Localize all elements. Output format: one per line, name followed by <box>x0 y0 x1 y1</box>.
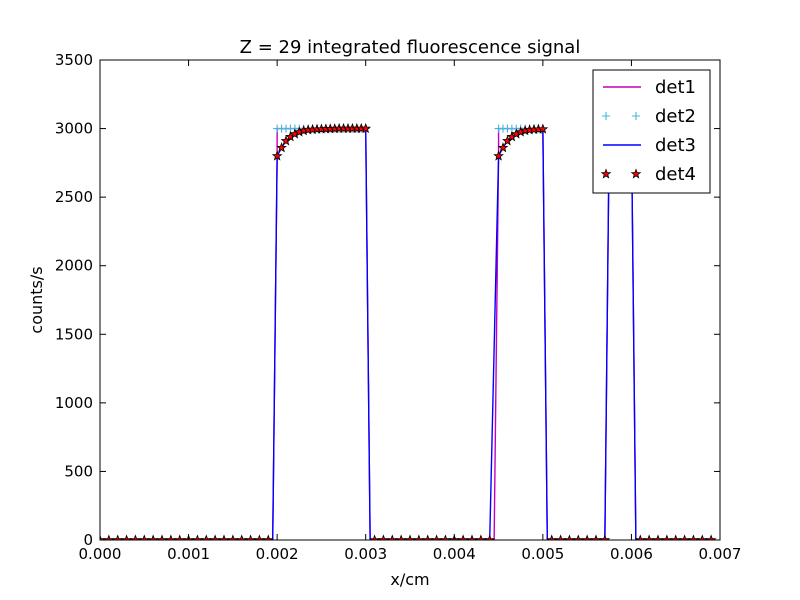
y-tick-label: 2500 <box>55 188 93 206</box>
data-point-det4 <box>431 534 442 540</box>
data-point-det4 <box>103 534 115 540</box>
data-point-det4 <box>236 534 248 540</box>
data-point-det4 <box>276 142 287 153</box>
x-tick-label: 0.000 <box>79 545 122 563</box>
data-point-det4 <box>121 534 132 540</box>
legend-item-det4: det4 <box>600 164 696 185</box>
legend-swatch-det4 <box>600 168 612 179</box>
data-point-det4 <box>218 534 230 540</box>
y-tick-label: 2000 <box>55 257 93 275</box>
x-axis-title: x/cm <box>390 570 429 589</box>
data-point-det4 <box>200 534 212 540</box>
data-point-det4 <box>679 534 690 540</box>
data-point-det4 <box>413 534 425 540</box>
plot-area <box>100 122 717 540</box>
data-point-det4 <box>369 534 380 540</box>
data-point-det4 <box>360 122 372 134</box>
data-point-det4 <box>156 534 168 540</box>
data-point-det4 <box>537 123 549 134</box>
data-point-det4 <box>100 534 106 540</box>
data-point-det4 <box>475 534 487 540</box>
data-point-det4 <box>497 142 509 153</box>
data-point-det4 <box>493 150 504 161</box>
data-point-det4 <box>670 534 682 540</box>
data-point-det4 <box>652 534 664 540</box>
data-point-det4 <box>245 534 256 540</box>
series-det4 <box>100 122 717 540</box>
legend-item-det3: det3 <box>603 135 696 156</box>
data-point-det4 <box>404 534 416 540</box>
x-tick-label: 0.005 <box>521 545 564 563</box>
legend-label-det4: det4 <box>655 164 696 185</box>
chart-title: Z = 29 integrated fluorescence signal <box>240 37 581 58</box>
data-point-det4 <box>555 534 566 540</box>
data-point-det4 <box>227 534 239 540</box>
data-point-det4 <box>395 534 407 540</box>
legend-swatch-det2 <box>602 112 610 120</box>
data-point-det4 <box>590 534 602 540</box>
y-tick-label: 3000 <box>55 120 93 138</box>
x-tick-label: 0.006 <box>610 545 653 563</box>
data-point-det4 <box>599 534 611 540</box>
y-tick-label: 500 <box>64 462 93 480</box>
legend-item-det1: det1 <box>603 77 696 98</box>
data-point-det4 <box>138 534 150 540</box>
x-tick-label: 0.001 <box>167 545 210 563</box>
data-point-det4 <box>564 534 575 540</box>
data-point-det4 <box>440 534 451 540</box>
data-point-det4 <box>643 534 655 540</box>
legend-label-det2: det2 <box>655 106 696 127</box>
plot-frame <box>99 59 721 541</box>
legend-label-det1: det1 <box>655 77 696 98</box>
legend-label-det3: det3 <box>655 135 696 156</box>
legend: det1 det2 det3 det4 <box>592 69 711 194</box>
data-point-det4 <box>165 534 177 540</box>
data-point-det4 <box>696 534 708 540</box>
data-point-det4 <box>130 534 141 540</box>
legend-swatch-det2 <box>632 112 640 120</box>
data-point-det4 <box>174 534 186 540</box>
data-point-det4 <box>688 534 699 540</box>
data-point-det4 <box>572 534 584 540</box>
data-point-det4 <box>147 534 159 540</box>
y-tick-label: 0 <box>83 531 93 549</box>
y-tick-label: 1500 <box>55 325 93 343</box>
x-tick-label: 0.007 <box>699 545 742 563</box>
data-point-det4 <box>209 534 221 540</box>
data-point-det4 <box>484 534 496 540</box>
data-point-det4 <box>271 150 283 161</box>
data-point-det4 <box>457 534 469 540</box>
data-point-det4 <box>378 534 389 540</box>
data-point-det4 <box>466 534 478 540</box>
data-point-det4 <box>634 534 646 540</box>
x-tick-label: 0.004 <box>433 545 476 563</box>
data-point-det4 <box>254 534 265 540</box>
data-point-det4 <box>705 534 717 540</box>
data-point-det4 <box>192 534 203 540</box>
plot-body <box>100 122 717 540</box>
data-point-det4 <box>386 534 398 540</box>
x-tick-label: 0.002 <box>256 545 299 563</box>
data-point-det4 <box>546 534 558 540</box>
legend-swatch-det4 <box>630 168 642 179</box>
legend-item-det2: det2 <box>602 106 696 127</box>
data-point-det4 <box>581 534 593 540</box>
data-point-det4 <box>112 534 124 540</box>
data-point-det4 <box>661 534 673 540</box>
y-axis-title: counts/s <box>27 266 46 333</box>
data-point-det4 <box>422 534 434 540</box>
data-point-det4 <box>262 534 274 540</box>
axes: 0.000 0.001 0.002 0.003 0.004 0.005 0.006 0.007… <box>55 51 742 563</box>
y-tick-label: 3500 <box>55 51 93 69</box>
y-tick-label: 1000 <box>55 394 93 412</box>
x-tick-label: 0.003 <box>344 545 387 563</box>
legend-box <box>592 69 711 194</box>
